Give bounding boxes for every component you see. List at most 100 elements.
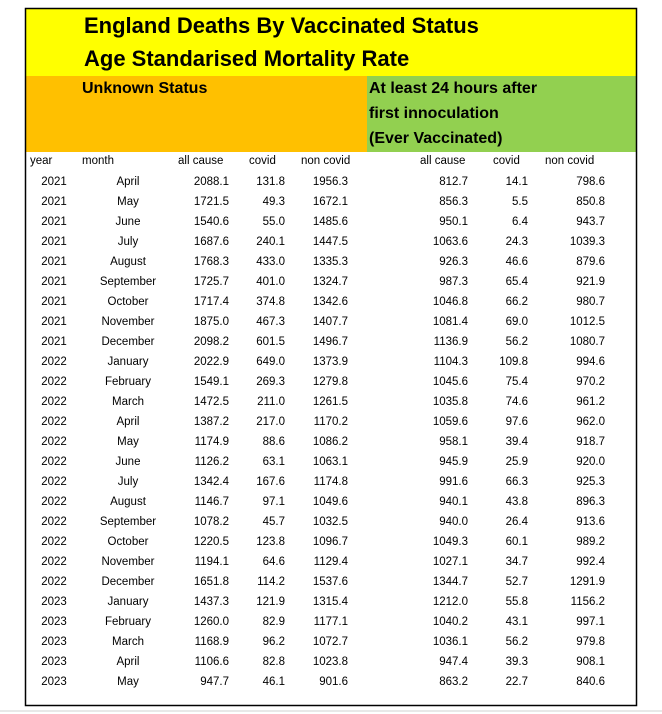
table-cell: 896.3 <box>576 496 605 508</box>
table-cell: 88.6 <box>263 436 285 448</box>
table-cell: 1012.5 <box>570 316 605 328</box>
table-cell: 979.8 <box>576 636 605 648</box>
table-cell: 34.7 <box>506 556 528 568</box>
table-cell: June <box>116 456 141 468</box>
table-cell: 2023 <box>41 636 67 648</box>
table-cell: 863.2 <box>439 676 468 688</box>
table-cell: 901.6 <box>319 676 348 688</box>
table-cell: 1672.1 <box>313 196 348 208</box>
table-cell: February <box>105 376 151 388</box>
table-cell: 1335.3 <box>313 256 348 268</box>
title-band <box>25 8 637 76</box>
table-cell: 96.2 <box>263 636 285 648</box>
table-cell: 1342.4 <box>194 476 230 488</box>
table-cell: 994.6 <box>576 356 605 368</box>
table-cell: 1096.7 <box>313 536 348 548</box>
table-cell: 82.8 <box>263 656 285 668</box>
column-header: non covid <box>545 155 594 167</box>
table-cell: 1106.6 <box>195 656 229 668</box>
table-cell: May <box>117 436 139 448</box>
table-cell: 940.1 <box>439 496 468 508</box>
table-cell: 1344.7 <box>433 576 468 588</box>
table-cell: 45.7 <box>263 516 285 528</box>
table-cell: 1063.6 <box>433 236 468 248</box>
table-cell: 1126.2 <box>195 456 229 468</box>
table-cell: July <box>118 236 139 248</box>
table-cell: October <box>108 296 149 308</box>
column-header: covid <box>249 155 276 167</box>
table-cell: 1078.2 <box>194 516 229 528</box>
table-cell: June <box>116 216 141 228</box>
table-cell: April <box>116 656 139 668</box>
table-cell: 374.8 <box>256 296 285 308</box>
table-cell: 812.7 <box>439 176 468 188</box>
table-cell: 1081.4 <box>433 316 469 328</box>
table-cell: 950.1 <box>439 216 468 228</box>
table-cell: 1129.4 <box>314 556 349 568</box>
table-cell: 921.9 <box>576 276 605 288</box>
table-cell: 2088.1 <box>194 176 229 188</box>
table-cell: 24.3 <box>506 236 528 248</box>
table-cell: 2021 <box>41 196 67 208</box>
table-cell: 66.2 <box>506 296 528 308</box>
table-cell: October <box>108 536 149 548</box>
table-cell: 856.3 <box>439 196 468 208</box>
unknown-band <box>25 76 367 152</box>
table-cell: 52.7 <box>506 576 528 588</box>
table-cell: 56.2 <box>506 336 528 348</box>
table-cell: 2022 <box>41 456 67 468</box>
table-cell: 920.0 <box>576 456 605 468</box>
table-cell: 850.8 <box>576 196 605 208</box>
table-cell: 1023.8 <box>313 656 348 668</box>
table-cell: 60.1 <box>506 536 528 548</box>
table-cell: 989.2 <box>576 536 605 548</box>
table-cell: 217.0 <box>256 416 285 428</box>
table-cell: 1174.9 <box>195 436 229 448</box>
section-label: (Ever Vaccinated) <box>369 130 502 147</box>
table-cell: May <box>117 196 139 208</box>
table-cell: 43.1 <box>506 616 528 628</box>
table-cell: 2022 <box>41 556 67 568</box>
table-cell: 43.8 <box>506 496 528 508</box>
table-cell: 401.0 <box>256 276 285 288</box>
table-cell: April <box>116 176 139 188</box>
column-header: all cause <box>178 155 223 167</box>
table-cell: 22.7 <box>506 676 528 688</box>
table-body: year month all cause covid non covid all caus… <box>30 155 606 688</box>
table-cell: March <box>112 396 144 408</box>
section-label: At least 24 hours after <box>369 80 537 97</box>
table-cell: 1768.3 <box>194 256 229 268</box>
table-cell: January <box>108 356 149 368</box>
title-line: Age Standarised Mortality Rate <box>84 46 409 71</box>
table-cell: 2021 <box>41 176 67 188</box>
column-header: month <box>82 155 114 167</box>
table-cell: 2022 <box>41 356 67 368</box>
table-cell: 433.0 <box>256 256 285 268</box>
table-cell: 1447.5 <box>313 236 348 248</box>
table-cell: 75.4 <box>506 376 529 388</box>
table-cell: 918.7 <box>576 436 605 448</box>
table-cell: 997.1 <box>576 616 605 628</box>
table-cell: 2023 <box>41 676 67 688</box>
table-cell: 69.0 <box>506 316 528 328</box>
table-cell: 926.3 <box>439 256 468 268</box>
table-cell: 991.6 <box>439 476 468 488</box>
table-cell: 2022 <box>41 476 67 488</box>
table-cell: 2021 <box>41 276 67 288</box>
table-cell: 240.1 <box>256 236 285 248</box>
table-cell: 1049.3 <box>433 536 468 548</box>
table-cell: 1194.1 <box>195 556 229 568</box>
table-cell: 1373.9 <box>313 356 348 368</box>
table-cell: 947.4 <box>439 656 468 668</box>
table-cell: 2022 <box>41 576 67 588</box>
table-cell: 1059.6 <box>433 416 468 428</box>
table-cell: December <box>101 576 154 588</box>
table-cell: 2023 <box>41 596 67 608</box>
table-cell: 798.6 <box>576 176 605 188</box>
table-cell: 1080.7 <box>570 336 605 348</box>
table-cell: 1485.6 <box>313 216 348 228</box>
table-cell: 1146.7 <box>195 496 229 508</box>
table-cell: May <box>117 676 139 688</box>
vaccinated-band <box>367 76 637 152</box>
table-cell: 14.1 <box>506 176 528 188</box>
